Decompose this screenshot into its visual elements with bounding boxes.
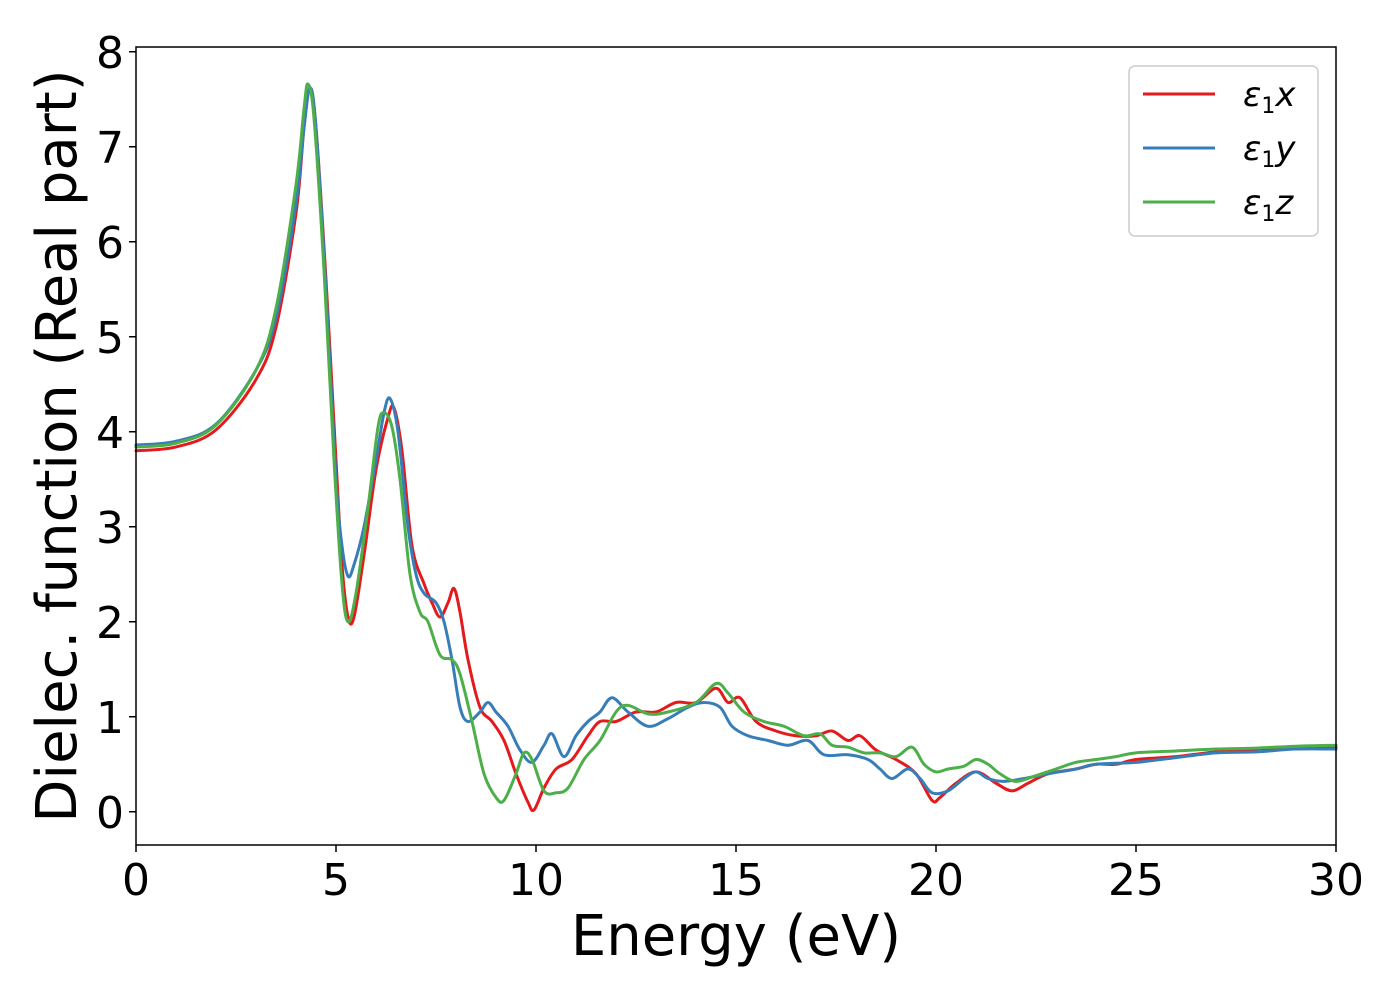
y-tick-label: 0	[96, 788, 124, 839]
y-tick-label: 4	[96, 408, 124, 459]
y-tick-label: 1	[96, 693, 124, 744]
series-line-y	[134, 86, 1338, 796]
x-tick-label: 15	[708, 855, 764, 906]
y-tick-label: 8	[96, 28, 124, 79]
x-tick-label: 10	[508, 855, 564, 906]
x-tick-label: 30	[1308, 855, 1364, 906]
series-line-z	[134, 82, 1338, 804]
legend-label-x: ε1x	[1243, 75, 1296, 119]
legend-items: ε1x ε1y ε1z	[1143, 75, 1296, 227]
legend: ε1x ε1y ε1z	[1128, 65, 1319, 237]
legend-box	[1128, 65, 1319, 237]
y-tick-label: 5	[96, 313, 124, 364]
x-axis-label: Energy (eV)	[571, 904, 901, 969]
y-axis-label: Dielec. function (Real part)	[25, 69, 90, 822]
y-tick-label: 6	[96, 218, 124, 269]
x-tick-label: 0	[122, 855, 150, 906]
x-tick-label: 25	[1108, 855, 1164, 906]
legend-label-y: ε1y	[1243, 129, 1296, 173]
series-layer	[134, 82, 1338, 813]
y-tick-label: 3	[96, 503, 124, 554]
y-tick-label: 2	[96, 598, 124, 649]
x-ticks: 0 5 10 15 20 25 30	[122, 845, 1364, 906]
x-tick-label: 20	[908, 855, 964, 906]
y-ticks: 0 1 2 3 4 5 6 7 8	[96, 28, 136, 839]
y-tick-label: 7	[96, 123, 124, 174]
legend-label-z: ε1z	[1243, 183, 1294, 227]
x-tick-label: 5	[322, 855, 350, 906]
